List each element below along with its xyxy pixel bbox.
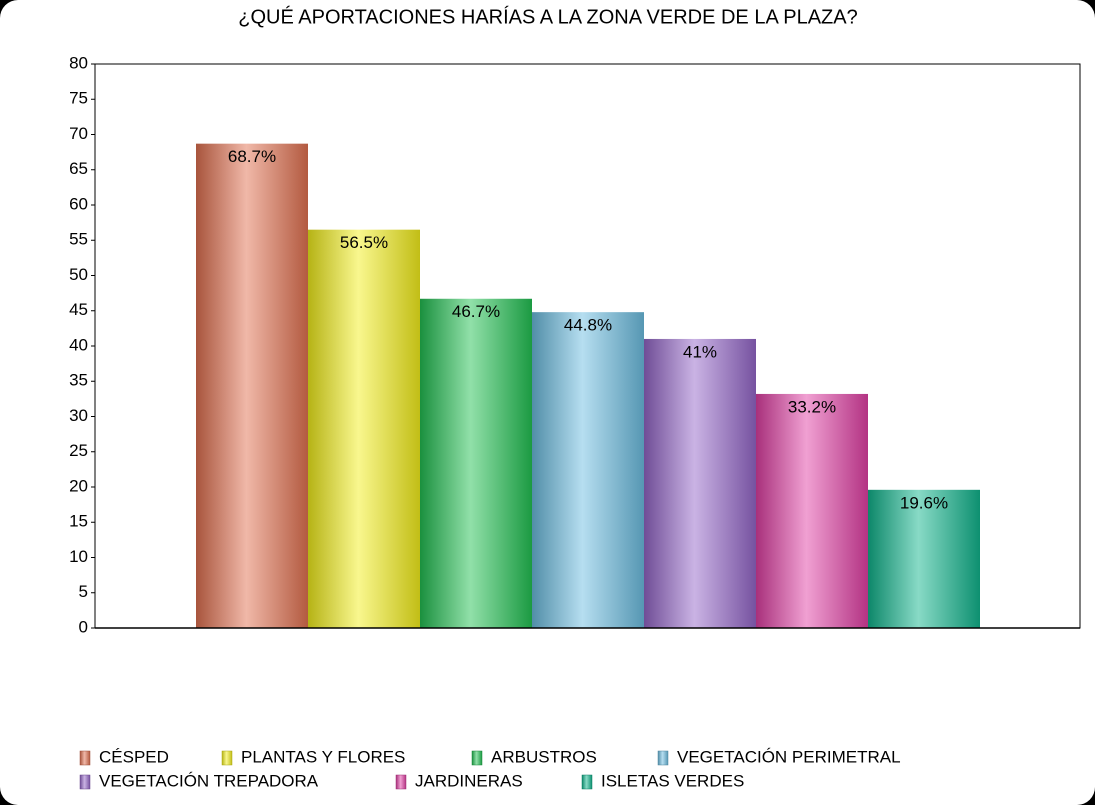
legend-swatch [395,774,407,790]
bar [756,393,868,628]
y-tick-label: 30 [69,406,88,425]
y-tick-label: 25 [69,441,88,460]
legend-label: JARDINERAS [415,771,523,790]
bar [868,489,980,628]
legend-label: VEGETACIÓN TREPADORA [99,771,319,790]
legend-swatch [581,774,593,790]
value-label: 56.5% [340,233,388,252]
value-label: 68.7% [228,147,276,166]
y-tick-label: 40 [69,335,88,354]
legend-label: CÉSPED [99,747,169,766]
value-label: 44.8% [564,316,612,335]
bar [308,229,420,629]
y-tick-label: 75 [69,89,88,108]
legend-label: ISLETAS VERDES [601,771,744,790]
value-label: 33.2% [788,397,836,416]
legend-label: PLANTAS Y FLORES [241,747,405,766]
legend-swatch [471,750,483,766]
y-tick-label: 35 [69,371,88,390]
y-tick-label: 65 [69,159,88,178]
y-tick-label: 5 [79,582,88,601]
y-tick-label: 70 [69,124,88,143]
value-label: 46.7% [452,302,500,321]
y-tick-label: 45 [69,300,88,319]
legend-label: ARBUSTROS [491,747,597,766]
y-tick-label: 20 [69,476,88,495]
y-tick-label: 80 [69,53,88,72]
legend-swatch [79,774,91,790]
y-tick-label: 0 [79,617,88,636]
bar [532,312,644,628]
bar [644,338,756,628]
value-label: 19.6% [900,493,948,512]
bar [196,143,308,629]
chart-title: ¿QUÉ APORTACIONES HARÍAS A LA ZONA VERDE… [238,5,857,28]
value-label: 41% [683,342,717,361]
legend-label: VEGETACIÓN PERIMETRAL [677,747,901,766]
y-tick-label: 15 [69,512,88,531]
legend-swatch [79,750,91,766]
bar [420,298,532,628]
y-tick-label: 50 [69,265,88,284]
y-tick-label: 10 [69,547,88,566]
y-tick-label: 55 [69,230,88,249]
legend-swatch [221,750,233,766]
y-tick-label: 60 [69,194,88,213]
legend-swatch [657,750,669,766]
